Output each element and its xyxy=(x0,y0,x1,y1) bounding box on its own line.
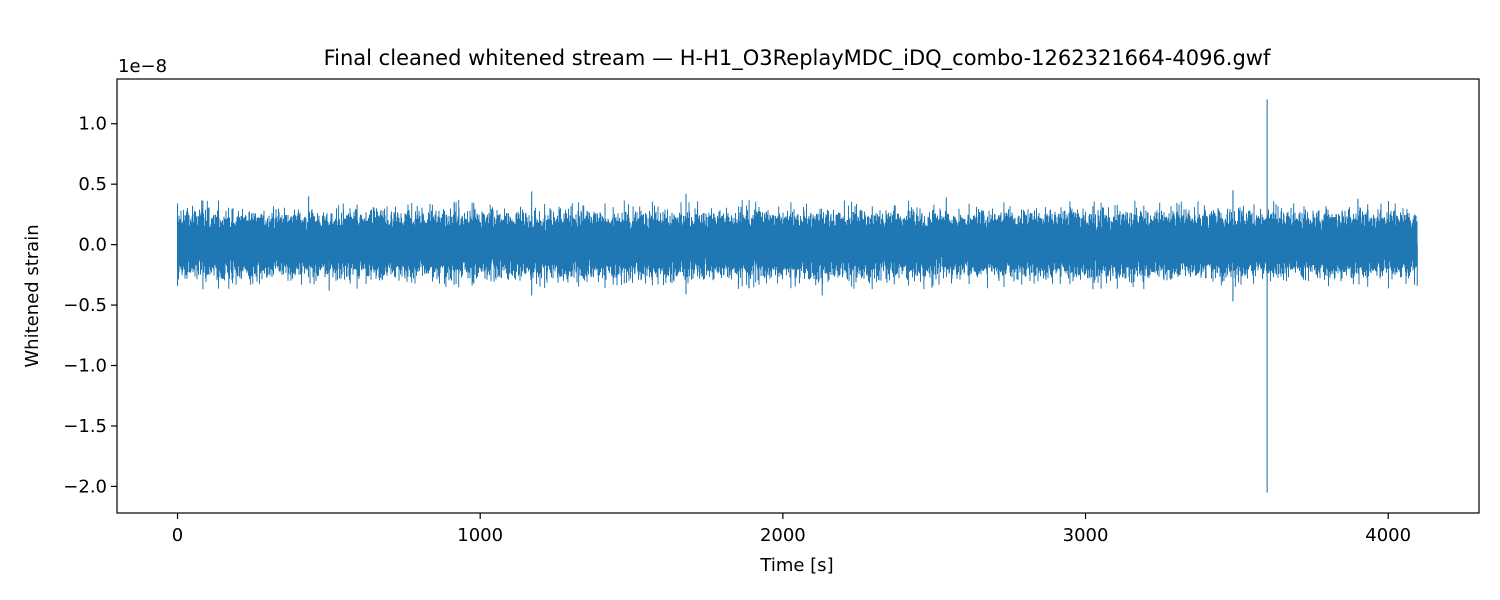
plot-area xyxy=(176,99,1418,493)
y-tick-label: 1.0 xyxy=(78,114,107,135)
y-axis: 1.0 0.5 0.0 −0.5 −1.0 −1.5 −2.0 xyxy=(63,114,117,497)
y-axis-label: Whitened strain xyxy=(22,224,43,367)
y-tick-label: −1.0 xyxy=(63,356,107,377)
axes-frame xyxy=(116,78,1480,514)
x-tick-label: 4000 xyxy=(1365,525,1411,546)
x-tick-label: 1000 xyxy=(457,525,503,546)
y-tick-label: −2.0 xyxy=(63,476,107,497)
y-tick-label: −1.5 xyxy=(63,416,107,437)
chart-title: Final cleaned whitened stream — H-H1_O3R… xyxy=(324,46,1271,71)
x-axis: 0 1000 2000 3000 4000 xyxy=(172,513,1411,546)
x-tick-label: 0 xyxy=(172,525,183,546)
x-axis-label: Time [s] xyxy=(759,555,833,576)
y-tick-label: 0.5 xyxy=(78,174,107,195)
x-tick-label: 3000 xyxy=(1063,525,1109,546)
y-tick-label: −0.5 xyxy=(63,295,107,316)
x-tick-label: 2000 xyxy=(760,525,806,546)
series-whitened-strain xyxy=(176,99,1418,493)
y-offset-label: 1e−8 xyxy=(118,56,167,77)
y-tick-label: 0.0 xyxy=(78,235,107,256)
